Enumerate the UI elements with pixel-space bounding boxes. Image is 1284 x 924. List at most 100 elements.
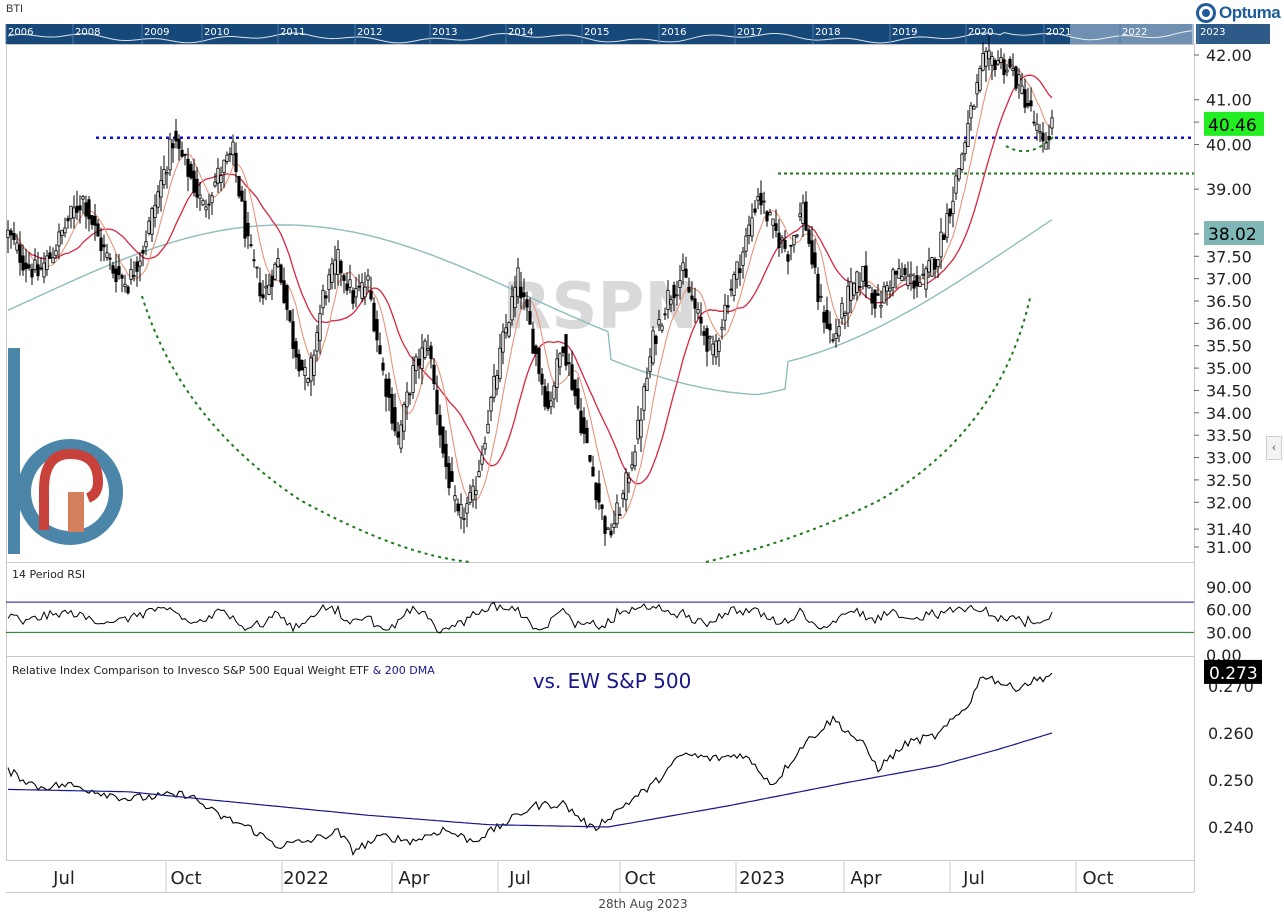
candle-body (255, 266, 259, 269)
candle-body (828, 323, 832, 331)
rounding-bottom-arc (141, 295, 1031, 563)
candle-body (555, 358, 559, 388)
candle-body (63, 227, 67, 234)
candle-body (432, 364, 436, 385)
candle-body (747, 224, 751, 237)
candle-body (135, 261, 139, 272)
candle-body (726, 305, 730, 308)
candle-body (861, 266, 865, 282)
candle-body (312, 354, 316, 376)
candle-body (675, 294, 679, 297)
brand-logo-icon (8, 348, 123, 554)
candle-body (339, 260, 343, 274)
candle-body (723, 304, 727, 321)
candle-body (870, 293, 874, 304)
price-tick-label: 33.00 (1206, 449, 1252, 468)
relative-tick-label: 0.240 (1208, 818, 1254, 837)
candle-body (48, 252, 52, 259)
candle-body (480, 454, 484, 465)
navigator-strip[interactable]: 2006 2008 2009 2010 2011 2012 2013 2014 2015 2016… (5, 24, 1270, 44)
candle-body (117, 266, 121, 276)
candle-body (873, 289, 877, 309)
price-tick-label: 37.00 (1206, 270, 1252, 289)
candle-body (825, 310, 829, 329)
candle-body (393, 407, 397, 432)
candle-body (606, 527, 610, 531)
candle-body (912, 280, 916, 289)
candle-body (183, 153, 187, 156)
candle-body (711, 343, 715, 356)
candle-body (633, 451, 637, 467)
candle-body (66, 218, 70, 222)
rsi-tick-label: 30.00 (1206, 623, 1252, 642)
candle-body (402, 404, 406, 432)
candle-body (624, 472, 628, 501)
candle-body (672, 284, 676, 299)
candle-body (231, 141, 235, 156)
candle-body (720, 326, 724, 330)
candle-body (123, 283, 127, 287)
candle-body (171, 143, 175, 149)
candle-body (969, 105, 973, 119)
candle-body (927, 260, 931, 273)
candle-body (1050, 117, 1054, 129)
candle-body (36, 264, 40, 277)
candle-body (813, 252, 817, 268)
candle-body (588, 454, 592, 462)
candle-body (708, 336, 712, 339)
relative-line (7, 672, 1053, 857)
candle-body (297, 353, 301, 372)
candle-body (657, 319, 661, 326)
candle-body (78, 205, 82, 211)
candle-body (471, 485, 475, 501)
candle-body (681, 262, 685, 271)
candle-body (996, 60, 1000, 65)
candle-body (285, 285, 289, 310)
candle-body (558, 353, 562, 368)
candle-body (837, 326, 841, 337)
candle-body (579, 410, 583, 434)
candle-body (744, 235, 748, 252)
price-tick-label: 35.50 (1206, 337, 1252, 356)
candle-body (225, 154, 229, 162)
candle-body (99, 237, 103, 251)
candle-body (90, 215, 94, 225)
candle-body (702, 331, 706, 336)
ma-value-box (1204, 221, 1264, 246)
candle-body (120, 275, 124, 279)
chevron-left-icon[interactable]: ‹ (1266, 436, 1282, 460)
candle-body (114, 268, 118, 282)
candle-body (981, 53, 985, 71)
candle-body (990, 56, 994, 66)
candle-body (351, 290, 355, 304)
navigator-year: 2014 (508, 27, 533, 38)
candle-body (765, 211, 769, 222)
candle-body (972, 106, 976, 110)
candle-body (894, 271, 898, 275)
candle-body (336, 249, 340, 276)
candle-body (249, 244, 253, 247)
candle-body (501, 331, 505, 353)
navigator-year: 2016 (661, 27, 686, 38)
candle-body (96, 223, 100, 237)
candle-body (864, 265, 868, 287)
candle-body (420, 347, 424, 370)
candle-body (1035, 123, 1039, 131)
candle-body (369, 290, 373, 300)
candle-body (918, 282, 922, 287)
candle-body (786, 254, 790, 262)
candle-body (906, 275, 910, 286)
candle-body (381, 362, 385, 371)
candle-body (630, 464, 634, 469)
candle-body (807, 229, 811, 244)
candle-body (444, 443, 448, 467)
candle-body (126, 286, 130, 294)
candle-body (354, 288, 358, 298)
candle-body (303, 366, 307, 376)
candle-body (699, 316, 703, 324)
candle-body (477, 471, 481, 478)
candle-body (564, 334, 568, 366)
candle-body (522, 292, 526, 297)
candle-body (210, 195, 214, 204)
candle-body (648, 356, 652, 372)
